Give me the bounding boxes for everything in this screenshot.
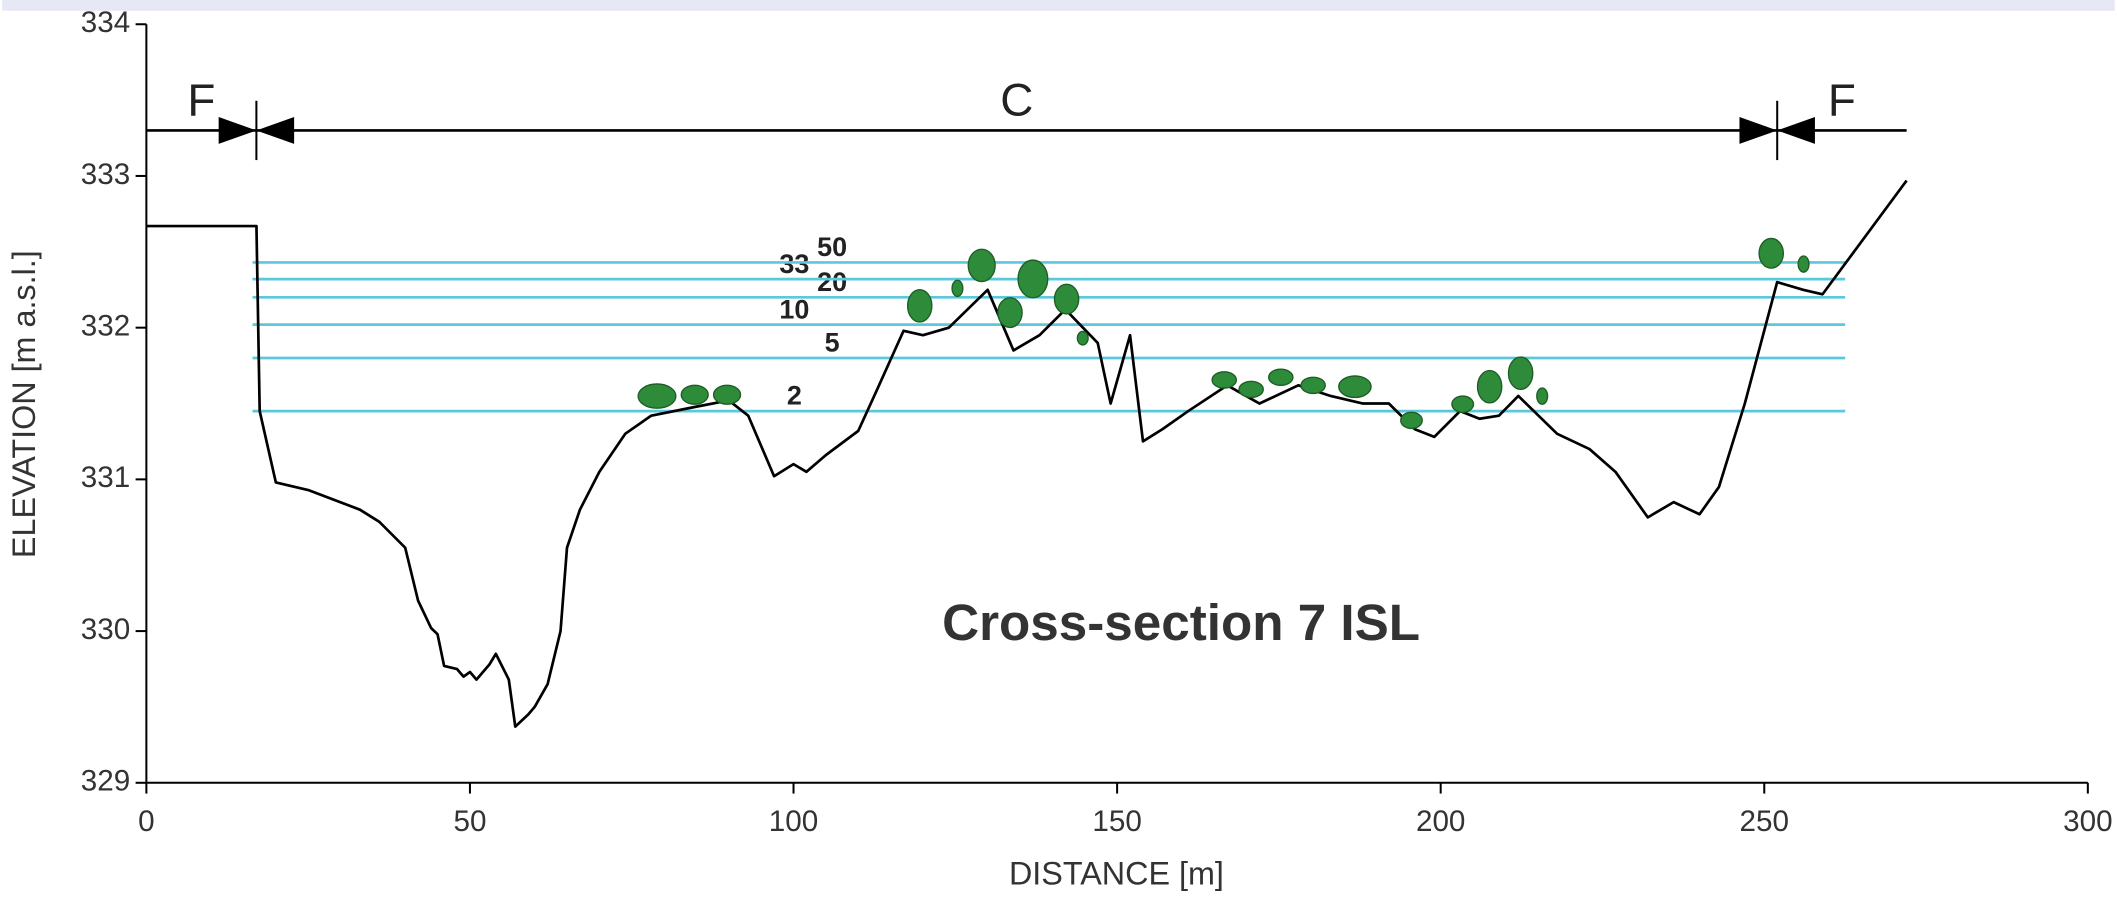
trees <box>637 237 1810 430</box>
y-tick-label: 329 <box>81 765 130 798</box>
x-tick-label: 100 <box>769 805 818 838</box>
zone-arrow <box>1739 116 1778 144</box>
x-tick-label: 300 <box>2063 805 2112 838</box>
y-tick-label: 334 <box>81 6 130 39</box>
x-tick-label: 200 <box>1416 805 1465 838</box>
x-axis-label: DISTANCE [m] <box>1009 855 1224 891</box>
zone-arrow <box>256 116 295 144</box>
water-level-label: 2 <box>787 381 802 411</box>
chart-title: Cross-section 7 ISL <box>942 594 1420 651</box>
zone-arrow <box>218 116 257 144</box>
top-band <box>2 0 2115 11</box>
zone-arrow <box>1777 116 1815 144</box>
y-tick-label: 332 <box>81 309 130 342</box>
y-tick-label: 330 <box>81 613 130 646</box>
y-tick-label: 333 <box>81 158 130 191</box>
water-level-label: 10 <box>779 294 809 324</box>
zone-label: F <box>187 75 215 126</box>
zone-label: C <box>1000 75 1033 126</box>
x-tick-label: 250 <box>1740 805 1789 838</box>
zone-label: F <box>1828 75 1856 126</box>
y-tick-label: 331 <box>81 461 130 494</box>
y-axis-label: ELEVATION [m a.s.l.] <box>6 250 42 558</box>
water-level-label: 20 <box>817 267 847 297</box>
water-level-label: 50 <box>817 232 847 262</box>
x-tick-label: 0 <box>138 805 154 838</box>
water-level-label: 5 <box>825 328 840 358</box>
profile-line <box>146 179 1908 728</box>
x-tick-label: 150 <box>1092 805 1141 838</box>
x-tick-label: 50 <box>453 805 486 838</box>
